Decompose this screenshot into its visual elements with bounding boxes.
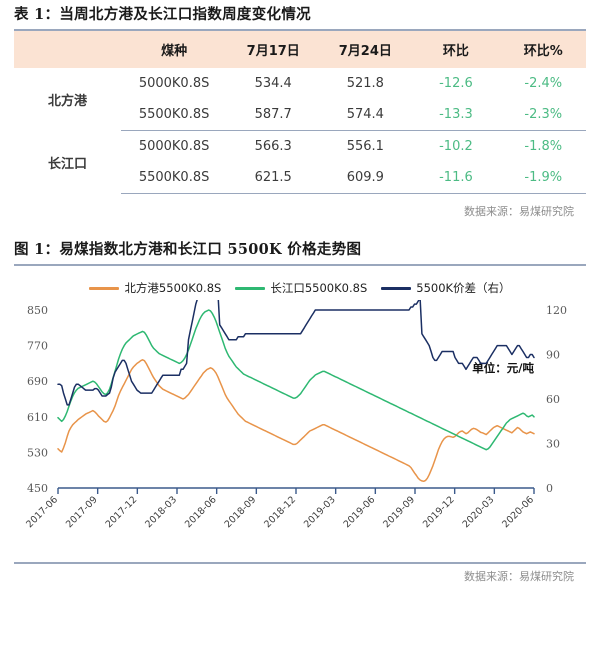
header-group: [14, 31, 122, 68]
cell-date-2: 521.8: [346, 76, 384, 91]
legend-label: 长江口5500K0.8S: [270, 281, 368, 295]
chart-plot-area: 450 530 610 690 770 850 0 30 60 90 120 2017-06 201…: [0, 300, 600, 562]
x-axis-tick-label: 2019-03: [302, 494, 338, 530]
cell-change-pct: -1.9%: [500, 162, 586, 194]
y-axis-right-tick-label: 60: [546, 393, 560, 406]
x-axis: 2017-06 2017-09 2017-12 2018-03 2018-06 2018-…: [24, 487, 536, 530]
header-date-1: 7月17日: [227, 31, 320, 68]
x-axis-tick-label: 2019-09: [381, 494, 417, 530]
cell-coal-type: 5500K0.8S: [121, 162, 228, 194]
legend-item[interactable]: 5500K价差（右）: [381, 280, 511, 296]
legend-item[interactable]: 长江口5500K0.8S: [235, 280, 367, 296]
cell-date-2: 574.4: [319, 99, 412, 131]
x-axis-tick-label: 2018-03: [143, 494, 179, 530]
series-line: [57, 309, 535, 451]
table-header-row: 煤种 7月17日 7月24日 环比 环比%: [14, 31, 586, 68]
y-axis-left-tick-label: 530: [27, 446, 48, 459]
series-line: [57, 300, 535, 406]
header-change-pct: 环比%: [500, 31, 586, 68]
x-axis-tick-label: 2017-12: [104, 494, 140, 530]
cell-coal-type: 5000K0.8S: [138, 139, 210, 154]
y-axis-right-tick-label: 30: [546, 438, 560, 451]
y-axis-right-tick-label: 120: [546, 304, 567, 317]
legend-swatch-icon: [89, 286, 120, 290]
chart-title-rule: [14, 264, 586, 266]
x-axis-tick-label: 2019-12: [421, 494, 457, 530]
cell-change-pct: -2.4%: [524, 76, 563, 91]
cell-date-1: 566.3: [254, 139, 292, 154]
cell-date-1: 621.5: [227, 162, 320, 194]
y-axis-left: 450 530 610 690 770 850: [27, 304, 48, 495]
x-axis-tick-label: 2020-03: [461, 494, 497, 530]
y-axis-left-tick-label: 690: [27, 375, 48, 388]
y-axis-left-tick-label: 850: [27, 304, 48, 317]
chart-title: 图 1：易煤指数北方港和长江口 5500K 价格走势图: [14, 241, 362, 258]
table-section: 表 1：当周北方港及长江口指数周度变化情况 煤种 7月17日 7月24日 环比 …: [0, 0, 600, 219]
chart-bottom-rule: [14, 562, 586, 564]
cell-date-2: 556.1: [346, 139, 384, 154]
header-date-2: 7月24日: [319, 31, 412, 68]
x-axis-tick-label: 2018-12: [262, 494, 298, 530]
x-axis-tick-label: 2020-06: [500, 494, 536, 530]
x-axis-tick-label: 2018-09: [223, 494, 259, 530]
x-axis-tick-label: 2017-06: [24, 494, 60, 530]
chart-section: 图 1：易煤指数北方港和长江口 5500K 价格走势图 北方港5500K0.8S…: [0, 235, 600, 584]
legend-swatch-icon: [235, 286, 266, 290]
row-group-label: 长江口: [48, 156, 88, 172]
cell-date-1: 534.4: [254, 76, 292, 91]
cell-change: -11.6: [411, 162, 501, 194]
table-row: 长江口 5000K0.8S 566.3 556.1 -10.2 -1.8%: [14, 131, 586, 172]
legend-label: 北方港5500K0.8S: [124, 281, 222, 295]
y-axis-right-tick-label: 0: [546, 482, 553, 495]
cell-change: -10.2: [439, 139, 473, 154]
table-title-rule: [14, 29, 586, 31]
header-coal-type: 煤种: [121, 31, 228, 68]
legend-item[interactable]: 北方港5500K0.8S: [89, 280, 221, 296]
chart-unit-label: 单位：元/吨: [472, 361, 534, 375]
table-row: 5500K0.8S 587.7 574.4 -13.3 -2.3%: [14, 99, 586, 131]
table-body: 北方港 5000K0.8S 534.4 521.8 -12.6 -2.4% 5500K0.8…: [14, 68, 586, 194]
cell-change-pct: -2.3%: [500, 99, 586, 131]
legend-swatch-icon: [381, 286, 412, 290]
series-line: [57, 359, 535, 483]
y-axis-left-tick-label: 450: [27, 482, 48, 495]
y-axis-right-tick-label: 90: [546, 349, 560, 362]
legend-label: 5500K价差（右）: [416, 281, 511, 295]
cell-change: -12.6: [439, 76, 473, 91]
cell-change-pct: -1.8%: [524, 139, 563, 154]
x-axis-tick-label: 2017-09: [64, 494, 100, 530]
cell-date-1: 587.7: [227, 99, 320, 131]
series-paths: [57, 300, 535, 483]
x-axis-tick-label: 2018-06: [183, 494, 219, 530]
y-axis-left-tick-label: 770: [27, 340, 48, 353]
table-title: 表 1：当周北方港及长江口指数周度变化情况: [14, 6, 311, 23]
weekly-change-table: 煤种 7月17日 7月24日 环比 环比% 北方港 5000K0.8S 534.4 5…: [14, 31, 586, 194]
cell-coal-type: 5500K0.8S: [121, 99, 228, 131]
table-row: 5500K0.8S 621.5 609.9 -11.6 -1.9%: [14, 162, 586, 194]
x-axis-tick-label: 2019-06: [342, 494, 378, 530]
y-axis-right: 0 30 60 90 120: [546, 304, 567, 495]
cell-date-2: 609.9: [319, 162, 412, 194]
table-source: 数据来源：易煤研究院: [464, 205, 574, 218]
chart-source: 数据来源：易煤研究院: [464, 569, 574, 583]
y-axis-left-tick-label: 610: [27, 411, 48, 424]
chart-legend: 北方港5500K0.8S 长江口5500K0.8S 5500K价差（右）: [0, 280, 600, 296]
row-group-label: 北方港: [48, 93, 88, 109]
cell-coal-type: 5000K0.8S: [138, 76, 210, 91]
cell-change: -13.3: [411, 99, 501, 131]
header-change: 环比: [411, 31, 501, 68]
table-row: 北方港 5000K0.8S 534.4 521.8 -12.6 -2.4%: [14, 68, 586, 109]
